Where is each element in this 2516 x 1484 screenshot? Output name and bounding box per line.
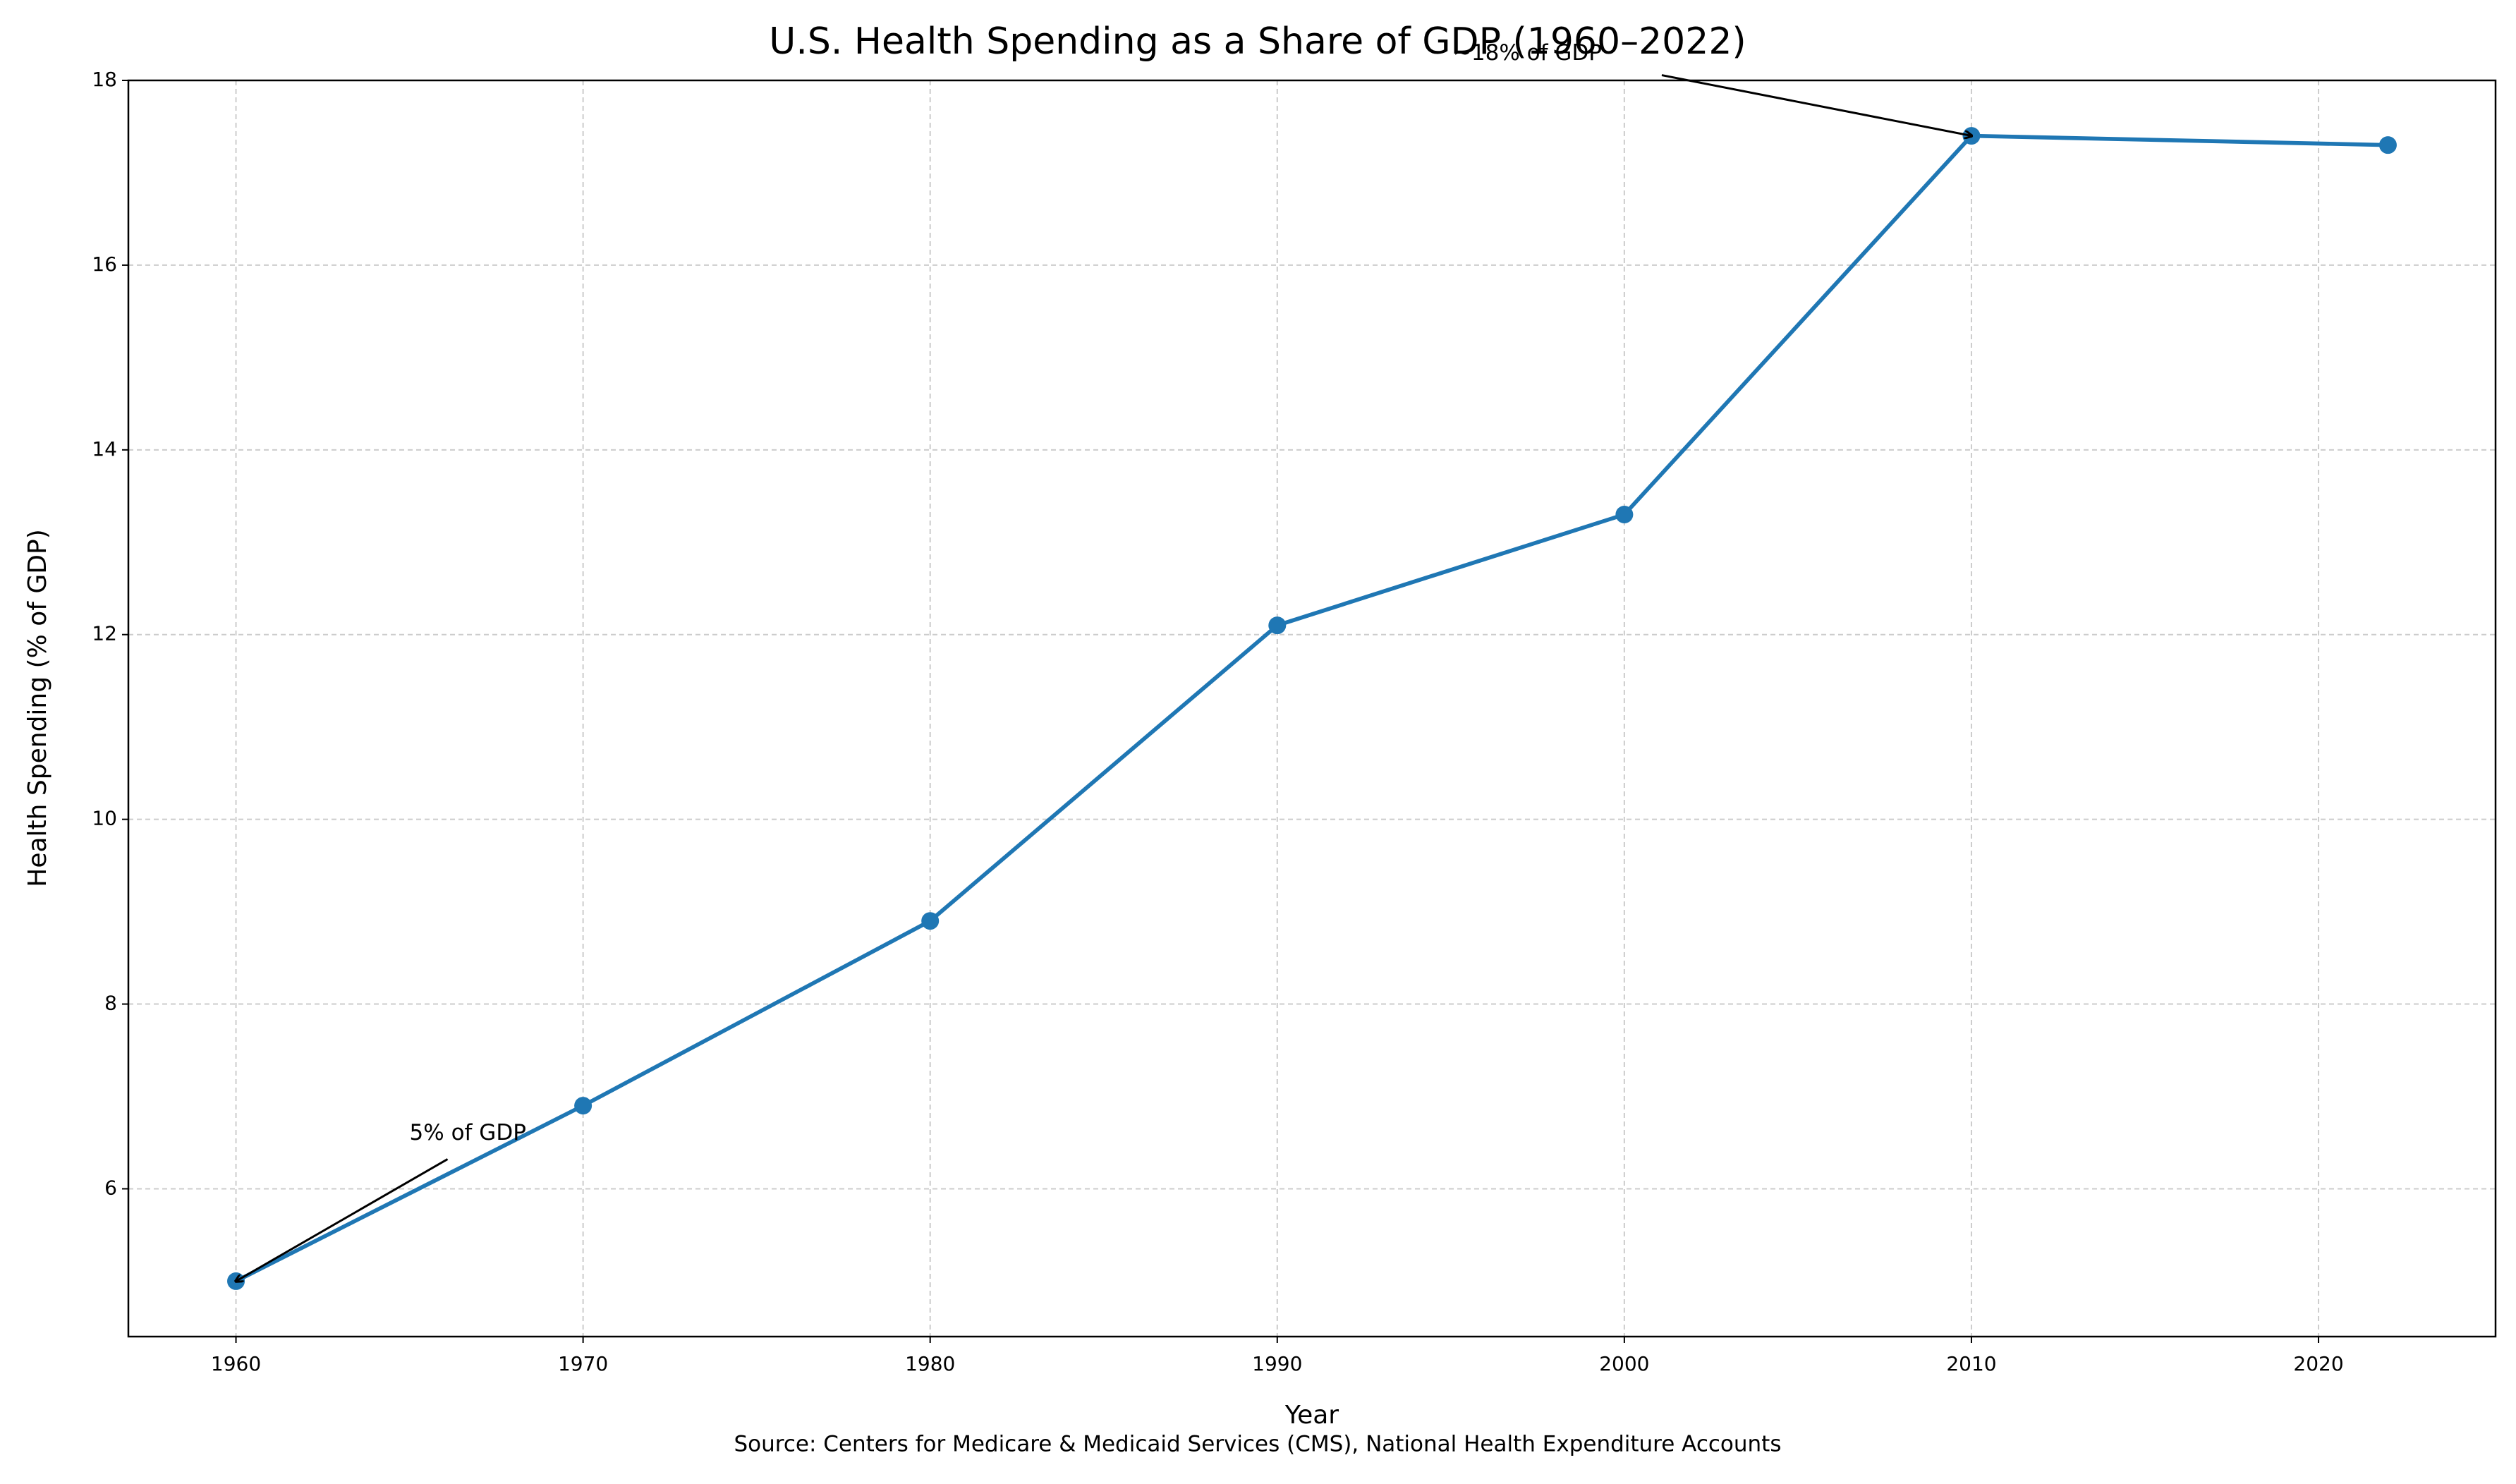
- x-tick-label: 1960: [211, 1352, 261, 1375]
- annotation-text: 5% of GDP: [410, 1120, 526, 1145]
- plot-frame: [127, 79, 2497, 1338]
- y-axis-label: Health Spending (% of GDP): [23, 529, 52, 887]
- y-tick-label: 12: [92, 622, 117, 645]
- x-tick-label: 1970: [558, 1352, 608, 1375]
- y-tick-label: 14: [92, 437, 117, 461]
- data-point: [574, 1097, 592, 1115]
- y-tick-label: 8: [104, 992, 117, 1015]
- data-point: [2378, 136, 2397, 154]
- y-tick-label: 6: [104, 1176, 117, 1199]
- grid: [128, 80, 2496, 1337]
- x-tick-label: 2000: [1599, 1352, 1649, 1375]
- annotation-text: ~18% of GDP: [1453, 40, 1602, 66]
- annotation-arrow: [236, 1158, 449, 1281]
- x-axis-label: Year: [1284, 1401, 1339, 1430]
- x-tick-label: 1990: [1252, 1352, 1302, 1375]
- y-tick-label: 10: [92, 807, 117, 830]
- y-tick-label: 16: [92, 253, 117, 276]
- x-tick-label: 2010: [1946, 1352, 1996, 1375]
- chart-title: U.S. Health Spending as a Share of GDP (…: [769, 20, 1746, 63]
- data-line: [235, 133, 2388, 1283]
- annotation-arrow: [1661, 74, 1971, 136]
- marks: [227, 127, 2397, 1290]
- annotations: 5% of GDP ~18% of GDP: [236, 40, 1971, 1281]
- x-tick-label: 2020: [2293, 1352, 2343, 1375]
- source-note: Source: Centers for Medicare & Medicaid …: [734, 1432, 1781, 1457]
- y-tick-label: 18: [92, 68, 117, 91]
- data-point: [921, 912, 940, 930]
- x-tick-label: 1980: [905, 1352, 955, 1375]
- data-point: [1268, 616, 1287, 635]
- data-point: [1615, 505, 1634, 523]
